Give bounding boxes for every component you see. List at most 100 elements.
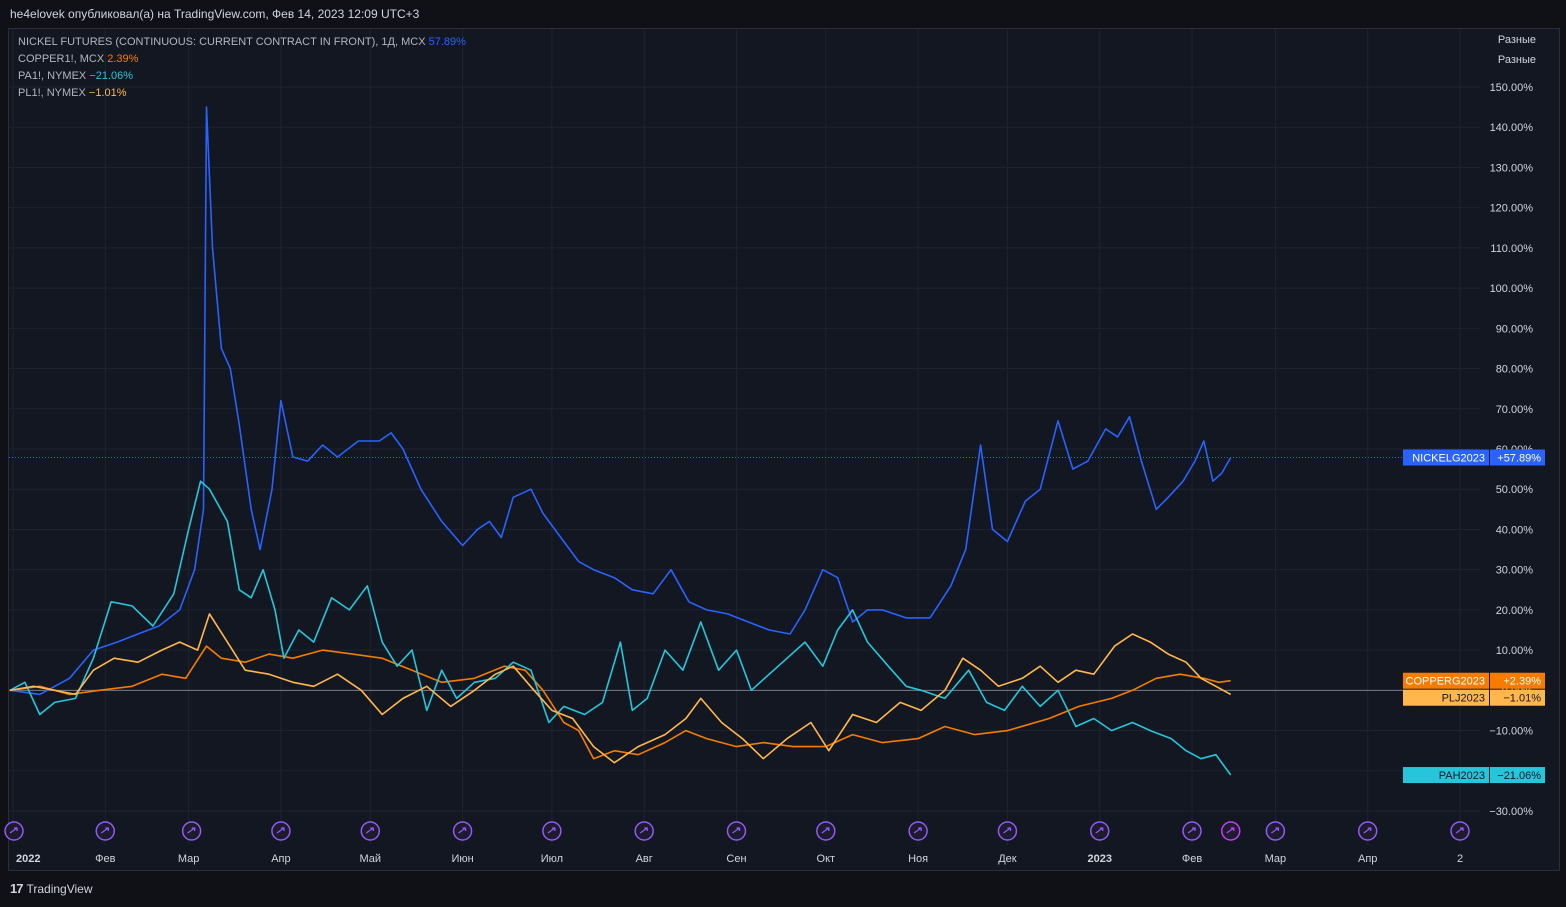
footer-brand-text: TradingView (26, 881, 93, 896)
event-arrow-icon[interactable] (1357, 821, 1378, 841)
x-tick-label: Июл (541, 853, 563, 865)
y-tick-label: −10.00% (1489, 726, 1533, 738)
scale-mode-label[interactable]: Разные (1497, 34, 1536, 46)
event-arrow-glyph (821, 827, 830, 834)
x-tick-label: Фев (1182, 853, 1202, 865)
y-tick-label: 70.00% (1496, 404, 1534, 416)
event-arrow-icon[interactable] (997, 821, 1018, 841)
series-name-label: NICKELG2023 (1412, 452, 1485, 464)
series-name-tag (1403, 449, 1489, 466)
event-arrow-icon[interactable] (634, 821, 654, 841)
event-arrow-glyph (1095, 827, 1104, 834)
event-arrow-icon[interactable] (542, 821, 562, 841)
series-value-label: +2.39% (1503, 676, 1541, 688)
event-arrow-glyph (1363, 827, 1372, 834)
series-line-plj2023[interactable] (9, 613, 1232, 764)
x-tick-label: Фев (95, 853, 115, 865)
price-badge[interactable]: COPPERG2023 +2.39% (1403, 672, 1545, 689)
event-arrow-icon[interactable] (1089, 821, 1110, 841)
series-name-tag (1403, 672, 1489, 689)
x-tick-label: Май (359, 853, 381, 865)
x-tick-label: 2022 (16, 853, 40, 865)
event-arrow-icon[interactable] (360, 821, 381, 841)
legend: NICKEL FUTURES (CONTINUOUS: CURRENT CONT… (18, 34, 466, 102)
series-name-tag (1403, 767, 1489, 784)
legend-value-copper: 2.39% (107, 53, 139, 65)
y-tick-label: 110.00% (1490, 243, 1533, 255)
x-tick-label: Сен (726, 853, 746, 865)
series-line-nickelg2023[interactable] (9, 106, 1232, 696)
legend-item-copper[interactable]: COPPER1!, MCX 2.39% (18, 53, 139, 65)
x-tick-label: Июн (451, 853, 473, 865)
tradingview-logo-icon: 17 (10, 881, 24, 896)
event-arrow-icon[interactable] (1265, 821, 1286, 841)
event-arrow-icon[interactable] (816, 821, 836, 841)
x-tick-label: Апр (271, 853, 290, 865)
legend-item-palladium[interactable]: PA1!, NYMEX −21.06% (18, 70, 134, 82)
event-arrow-icon[interactable] (181, 821, 202, 841)
legend-value-nickel: 57.89% (428, 36, 466, 48)
y-tick-label: 40.00% (1496, 524, 1534, 536)
event-arrow-glyph (913, 827, 922, 834)
event-arrow-icon[interactable] (1182, 821, 1202, 841)
event-arrow-icon[interactable] (1220, 821, 1241, 841)
x-tick-label: 2023 (1087, 853, 1111, 865)
event-arrow-glyph (1003, 827, 1012, 834)
y-tick-label: 120.00% (1490, 203, 1534, 215)
event-arrow-icon[interactable] (95, 821, 116, 841)
series-line-copperg2023[interactable] (9, 645, 1231, 760)
price-badge[interactable]: PAH2023 −21.06% (1403, 767, 1545, 784)
legend-item-platinum[interactable]: PL1!, NYMEX −1.01% (18, 87, 127, 99)
event-arrow-glyph (1455, 827, 1464, 834)
series-value-tag (1490, 672, 1545, 689)
series-value-tag (1490, 689, 1545, 706)
event-arrow-icon[interactable] (908, 821, 928, 841)
series-name-tag (1403, 689, 1489, 706)
series-value-tag (1490, 449, 1545, 466)
y-tick-label: 50.00% (1496, 484, 1534, 496)
series-value-tag (1490, 767, 1545, 784)
price-badge[interactable]: NICKELG2023 +57.89% (1403, 449, 1545, 466)
series-line-pah2023[interactable] (9, 480, 1232, 776)
event-arrow-icon[interactable] (1450, 821, 1470, 841)
event-arrow-icon[interactable] (4, 821, 24, 841)
x-tick-label: Мар (1265, 853, 1287, 865)
y-tick-label: 10.00% (1496, 645, 1534, 657)
event-arrow-glyph (9, 827, 18, 834)
scale-mode-label[interactable]: Разные (1497, 54, 1536, 66)
series-name-label: PAH2023 (1439, 770, 1485, 782)
y-tick-label: 130.00% (1490, 162, 1534, 174)
legend-value-platinum: −1.01% (88, 87, 127, 99)
y-tick-label: 20.00% (1496, 605, 1534, 617)
x-tick-label: Авг (636, 853, 653, 865)
event-arrow-icon[interactable] (271, 821, 291, 841)
x-tick-label: Мар (178, 853, 200, 865)
series-name-label: PLJ2023 (1442, 693, 1485, 705)
event-arrow-icon[interactable] (452, 821, 473, 841)
event-arrow-glyph (547, 827, 556, 834)
series-value-label: −21.06% (1497, 770, 1541, 782)
event-arrow-icon[interactable] (726, 821, 747, 841)
legend-item-nickel[interactable]: NICKEL FUTURES (CONTINUOUS: CURRENT CONT… (18, 36, 466, 48)
event-arrow-glyph (187, 827, 196, 834)
y-tick-label: −30.00% (1489, 806, 1533, 818)
series-value-label: −1.01% (1503, 693, 1541, 705)
event-arrow-glyph (639, 827, 648, 834)
published-caption: he4elovek опубликовал(а) на TradingView.… (10, 7, 420, 21)
x-tick-label: Окт (817, 853, 836, 865)
y-tick-label: 80.00% (1496, 364, 1534, 376)
event-arrow-glyph (276, 827, 285, 834)
x-tick-label: Апр (1358, 853, 1377, 865)
y-tick-label: 90.00% (1496, 323, 1534, 335)
y-tick-label: 140.00% (1490, 122, 1534, 134)
x-tick-label: Дек (998, 853, 1017, 865)
event-arrow-glyph (458, 827, 467, 834)
price-badge[interactable]: PLJ2023 −1.01% (1403, 689, 1545, 706)
series-name-label: COPPERG2023 (1406, 676, 1485, 688)
event-arrow-glyph (100, 827, 109, 834)
y-tick-label: 30.00% (1496, 565, 1534, 577)
event-arrow-glyph (732, 827, 741, 834)
event-arrow-glyph (1226, 827, 1235, 834)
event-arrow-glyph (1187, 827, 1196, 834)
